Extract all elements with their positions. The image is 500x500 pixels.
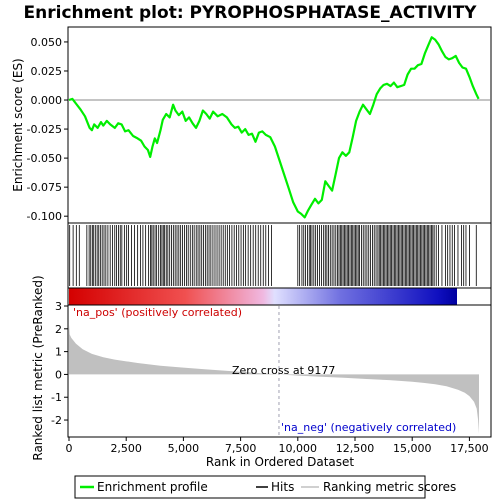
es-y-tick-label: 0.050 xyxy=(31,36,63,49)
x-tick-label: 12,500 xyxy=(336,442,375,455)
enrichment-profile-line xyxy=(68,36,480,219)
es-y-axis: 0.050 0.025 0.000 -0.025 -0.050 -0.075 -0.100 xyxy=(27,36,68,223)
es-y-tick-label: -0.075 xyxy=(27,181,62,194)
legend: Enrichment profile Hits Ranking metric sco… xyxy=(80,480,456,494)
es-y-tick-label: 0.000 xyxy=(31,94,63,107)
x-tick-label: 10,000 xyxy=(279,442,318,455)
metric-y-tick-label: -2 xyxy=(51,414,62,427)
zero-cross-label: Zero cross at 9177 xyxy=(232,364,335,377)
x-tick-label: 2,500 xyxy=(110,442,142,455)
legend-box xyxy=(74,475,426,499)
neg-correlated-label: 'na_neg' (negatively correlated) xyxy=(281,421,456,434)
hits-group xyxy=(69,225,477,286)
metric-y-axis: 3 2 1 0 -1 -2 xyxy=(51,300,68,427)
metric-y-tick-label: 1 xyxy=(55,346,62,359)
x-tick-label: 0 xyxy=(66,442,73,455)
metric-y-tick-label: 3 xyxy=(55,300,62,313)
es-line-group xyxy=(68,36,480,219)
chart-title: Enrichment plot: PYROPHOSPHATASE_ACTIVIT… xyxy=(24,3,478,23)
x-tick-label: 17,500 xyxy=(450,442,489,455)
legend-label: Hits xyxy=(271,480,294,494)
legend-label: Enrichment profile xyxy=(97,480,208,494)
metric-y-tick-label: -1 xyxy=(51,391,62,404)
es-y-tick-label: -0.100 xyxy=(27,210,62,223)
x-tick-label: 5,000 xyxy=(168,442,200,455)
legend-label: Ranking metric scores xyxy=(323,480,456,494)
metric-group xyxy=(69,306,479,436)
x-axis: 0 2,500 5,000 7,500 10,000 12,500 15,000 17,500 xyxy=(66,437,489,455)
x-tick-label: 15,000 xyxy=(393,442,432,455)
metric-y-tick-label: 0 xyxy=(55,368,62,381)
es-panel-frame xyxy=(67,26,492,224)
metric-y-axis-label: Ranked list metric (PreRanked) xyxy=(31,275,45,460)
metric-y-tick-label: 2 xyxy=(55,323,62,336)
ranking-metric-area xyxy=(69,324,479,434)
rank-color-bar xyxy=(69,288,457,305)
es-y-tick-label: 0.025 xyxy=(31,65,63,78)
es-y-tick-label: -0.025 xyxy=(27,123,62,136)
x-axis-label: Rank in Ordered Dataset xyxy=(206,455,354,469)
es-y-axis-label: Enrichment score (ES) xyxy=(11,58,25,191)
pos-correlated-label: 'na_pos' (positively correlated) xyxy=(73,306,242,319)
x-tick-label: 7,500 xyxy=(225,442,257,455)
es-y-tick-label: -0.050 xyxy=(27,152,62,165)
